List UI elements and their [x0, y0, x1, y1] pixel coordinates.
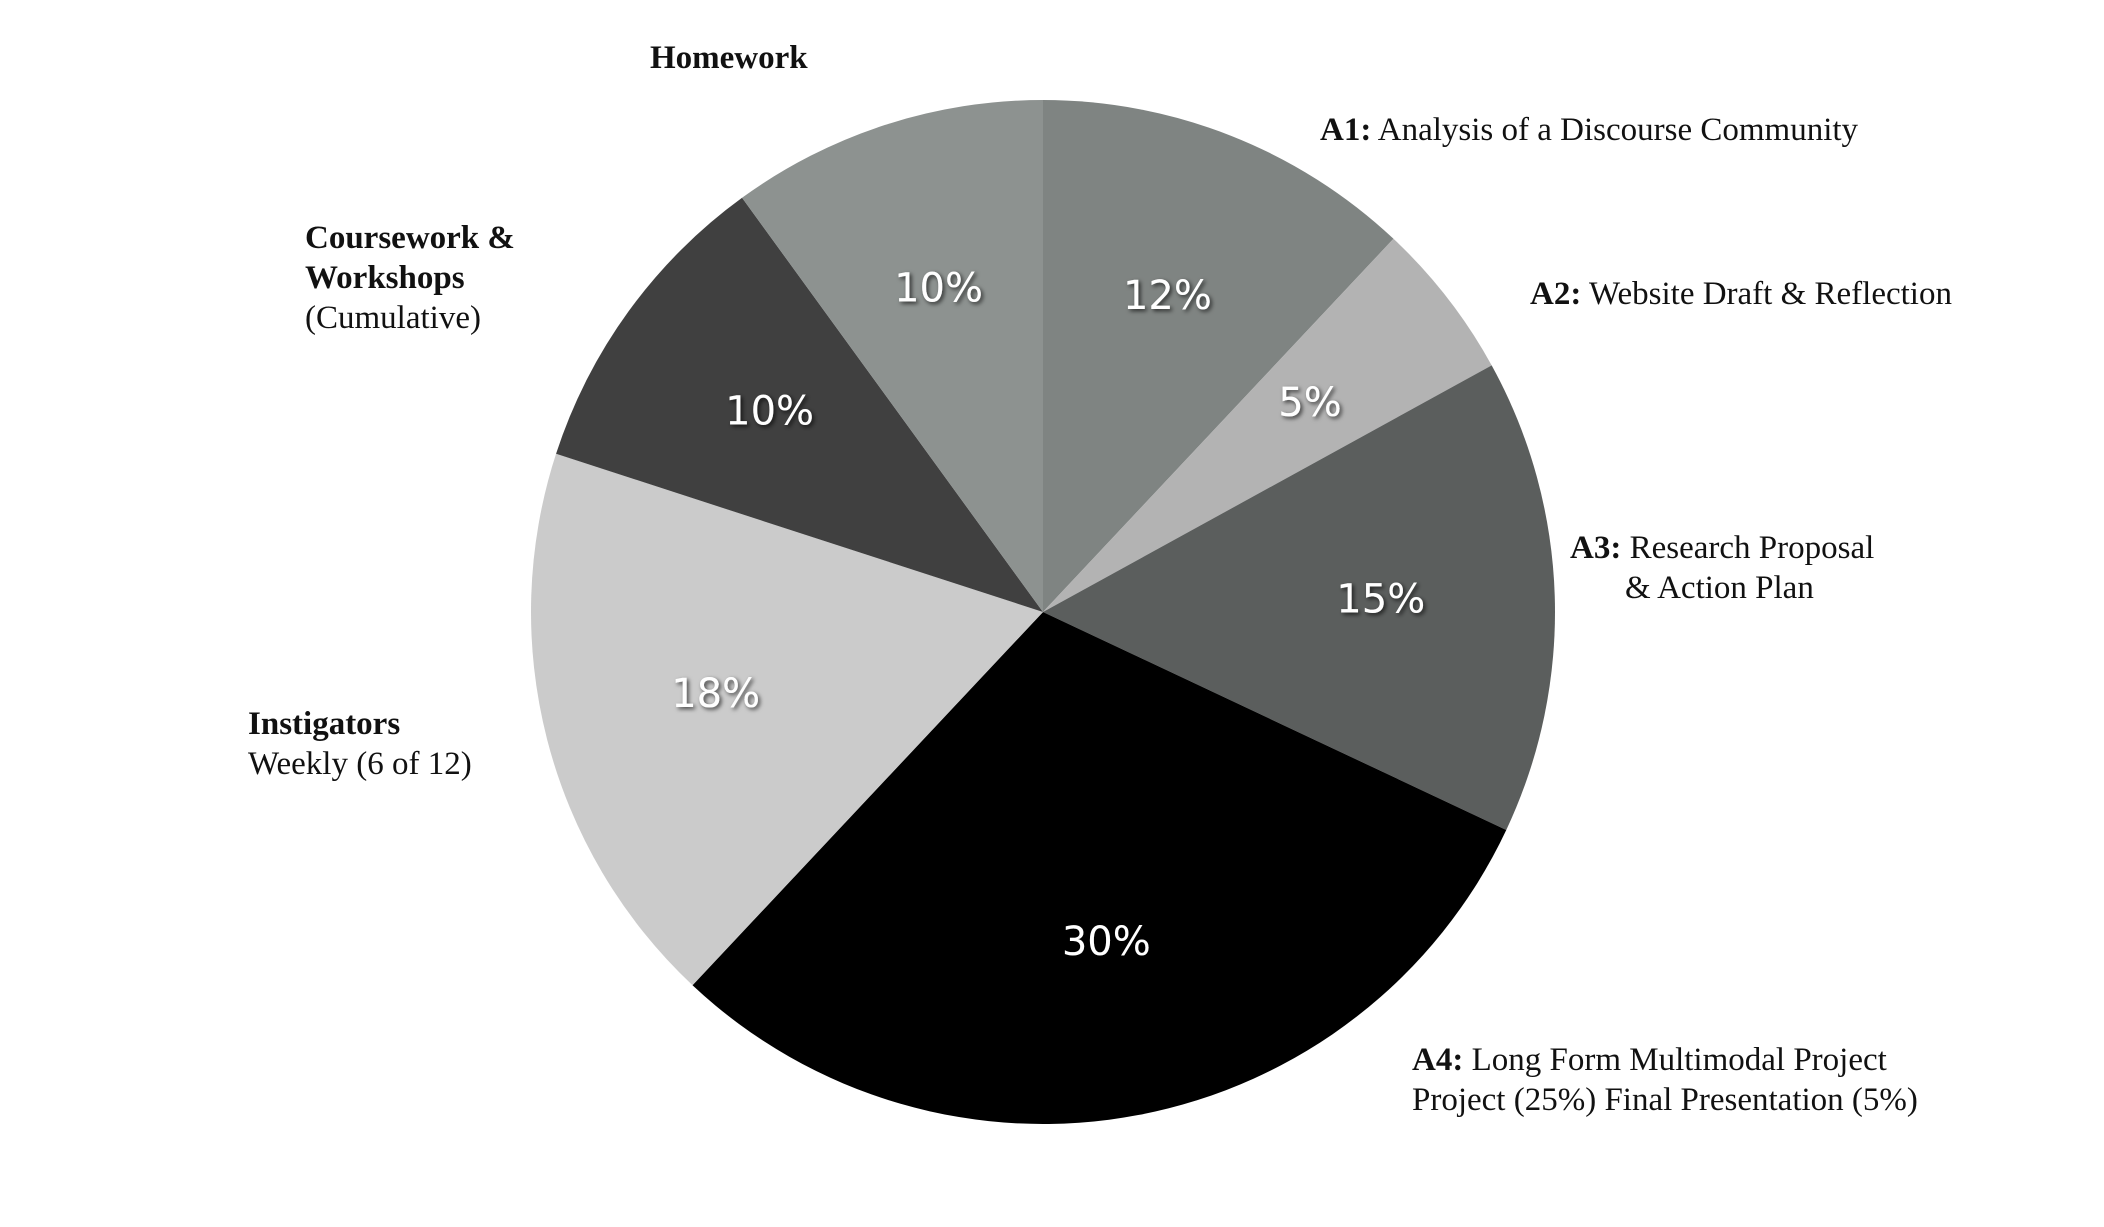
- label-coursework-note: (Cumulative): [305, 300, 481, 336]
- label-a4: A4: Long Form Multimodal Project Project…: [1412, 1040, 1918, 1120]
- pie-slice-label-instigators: 18%: [671, 671, 760, 717]
- pie-slice-a2: [1043, 238, 1492, 612]
- label-instigators: Instigators Weekly (6 of 12): [248, 704, 472, 784]
- pie-slice-instigators: [531, 453, 1043, 986]
- label-instigators-title: Instigators: [248, 706, 401, 742]
- label-coursework-title-2: Workshops: [305, 260, 465, 296]
- label-a2-id: A2:: [1530, 276, 1582, 312]
- label-a3-text: Research Proposal: [1621, 530, 1875, 566]
- label-a3-text-2: & Action Plan: [1625, 570, 1814, 606]
- label-a2-text: Website Draft & Reflection: [1581, 276, 1952, 312]
- label-instigators-note: Weekly (6 of 12): [248, 746, 472, 782]
- pie-slice-label-homework: 10%: [894, 266, 983, 312]
- label-a1-id: A1:: [1320, 112, 1372, 148]
- label-coursework-title-1: Coursework &: [305, 220, 515, 256]
- label-a3-id: A3:: [1570, 530, 1622, 566]
- pie-slice-homework: [742, 100, 1043, 612]
- label-a4-text: Long Form Multimodal Project: [1463, 1042, 1887, 1078]
- pie-slice-coursework: [556, 197, 1043, 612]
- label-a3: A3: Research Proposal & Action Plan: [1570, 528, 1874, 608]
- pie-slice-label-a3: 15%: [1336, 576, 1425, 622]
- label-a4-id: A4:: [1412, 1042, 1464, 1078]
- pie-slice-label-coursework: 10%: [725, 388, 814, 434]
- pie-slice-a3: [1043, 365, 1556, 830]
- label-a1-text: Analysis of a Discourse Community: [1371, 112, 1859, 148]
- pie-slice-label-a4: 30%: [1062, 919, 1151, 965]
- label-homework: Homework: [650, 38, 808, 78]
- pie-slice-a4: [692, 612, 1507, 1124]
- label-homework-title: Homework: [650, 40, 808, 76]
- label-a2: A2: Website Draft & Reflection: [1530, 274, 1952, 314]
- pie-slice-label-a1: 12%: [1123, 273, 1212, 319]
- label-a1: A1: Analysis of a Discourse Community: [1320, 110, 1858, 150]
- pie-slice-a1: [1043, 100, 1394, 612]
- label-a4-text-2: Project (25%) Final Presentation (5%): [1412, 1082, 1918, 1118]
- pie-slice-label-a2: 5%: [1278, 380, 1341, 426]
- label-coursework: Coursework & Workshops (Cumulative): [305, 218, 515, 338]
